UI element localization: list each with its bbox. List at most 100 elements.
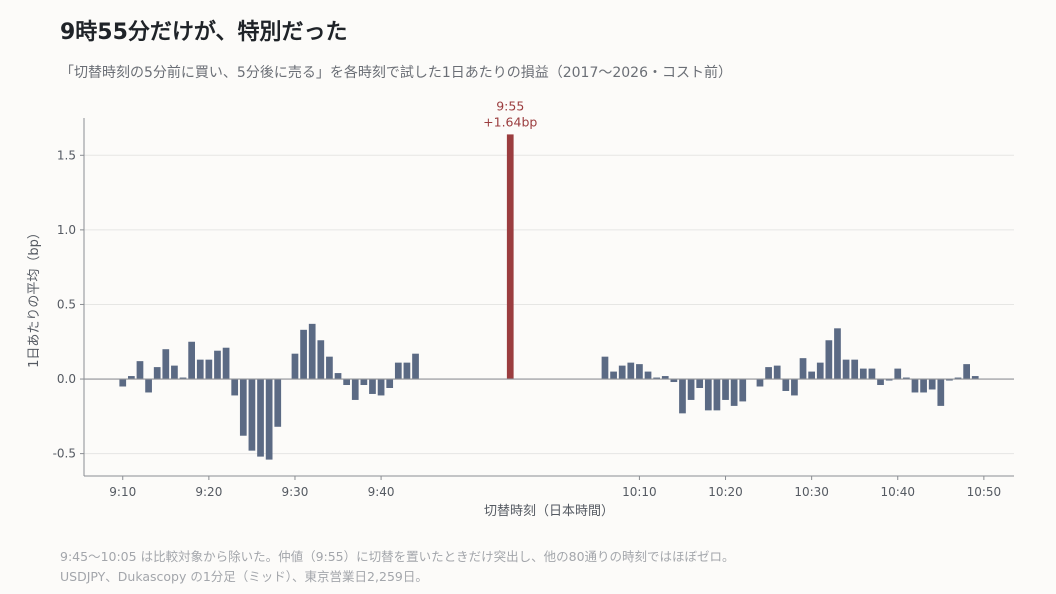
bar xyxy=(868,368,876,380)
y-tick-label: -0.5 xyxy=(53,447,76,461)
footnote-source: USDJPY、Dukascopy の1分足（ミッド）、東京営業日2,259日。 xyxy=(60,569,428,584)
bar xyxy=(196,359,204,380)
bar xyxy=(403,362,411,380)
bar xyxy=(128,376,135,380)
bar xyxy=(679,379,686,414)
bar xyxy=(661,376,669,380)
bar xyxy=(911,379,919,393)
bar xyxy=(162,349,170,380)
chart-title: 9時55分だけが、特別だった xyxy=(60,20,348,45)
bar xyxy=(834,328,841,380)
bar xyxy=(903,377,910,380)
y-tick-label: 0.0 xyxy=(57,372,76,386)
x-tick-label: 10:20 xyxy=(708,485,743,499)
bar xyxy=(851,359,859,380)
bar xyxy=(808,371,815,380)
bar xyxy=(946,379,953,381)
bar xyxy=(214,350,221,380)
bar xyxy=(713,379,721,411)
bar xyxy=(636,364,643,380)
bar xyxy=(971,376,979,380)
bar xyxy=(300,329,307,380)
bar xyxy=(386,379,394,388)
bar xyxy=(816,362,824,380)
bar xyxy=(369,379,376,394)
bar xyxy=(928,379,936,390)
bar xyxy=(825,340,833,380)
y-tick-label: 0.5 xyxy=(57,297,76,311)
bar xyxy=(239,379,247,436)
bar-highlight xyxy=(506,134,514,380)
bar xyxy=(730,379,738,406)
bar xyxy=(773,365,781,380)
bar xyxy=(394,362,402,380)
x-tick-label: 9:20 xyxy=(195,485,222,499)
bar xyxy=(231,379,239,396)
annotation-time-label: 9:55 xyxy=(496,98,524,113)
bar xyxy=(601,356,609,380)
bar xyxy=(136,361,144,380)
bar xyxy=(412,353,419,380)
bar xyxy=(670,379,678,383)
bar xyxy=(308,323,316,380)
x-axis-label: 切替時刻（日本時間） xyxy=(484,504,614,519)
bar xyxy=(739,379,747,402)
x-tick-label: 9:40 xyxy=(368,485,395,499)
bar xyxy=(894,368,902,380)
bar xyxy=(756,379,764,387)
bar xyxy=(351,379,359,400)
bar xyxy=(765,367,772,380)
bar xyxy=(937,379,945,406)
bar xyxy=(799,358,807,380)
bar xyxy=(722,379,729,400)
bar xyxy=(644,371,652,380)
bar xyxy=(653,377,660,380)
x-tick-label: 10:50 xyxy=(967,485,1002,499)
bar xyxy=(687,379,695,400)
y-tick-label: 1.5 xyxy=(57,148,76,162)
bar xyxy=(153,367,161,380)
bar xyxy=(696,379,704,388)
x-tick-label: 10:10 xyxy=(622,485,657,499)
bar xyxy=(291,353,299,380)
bar xyxy=(274,379,282,427)
chart-subtitle: 「切替時刻の5分前に買い、5分後に売る」を各時刻で試した1日あたりの損益（201… xyxy=(60,65,732,81)
bar xyxy=(377,379,385,396)
bar xyxy=(119,379,127,387)
annotation-value-label: +1.64bp xyxy=(483,114,537,129)
x-tick-label: 10:40 xyxy=(880,485,915,499)
y-axis-label: 1日あたりの平均（bp） xyxy=(27,226,42,368)
bar xyxy=(610,371,617,380)
bar xyxy=(618,365,626,380)
bar xyxy=(360,379,368,386)
bar xyxy=(334,373,342,380)
bar xyxy=(954,377,962,380)
bar xyxy=(704,379,712,411)
footnote-exclusion: 9:45〜10:05 は比較対象から除いた。仲値（9:55）に切替を置いたときだ… xyxy=(60,549,735,564)
bar xyxy=(782,379,790,391)
bar xyxy=(265,379,273,460)
bar xyxy=(963,364,970,380)
bar xyxy=(326,356,333,380)
x-tick-label: 9:30 xyxy=(281,485,308,499)
bar xyxy=(343,379,350,386)
bar xyxy=(877,379,884,386)
x-tick-label: 10:30 xyxy=(794,485,829,499)
y-tick-label: 1.0 xyxy=(57,223,76,237)
bar xyxy=(205,359,213,380)
bar xyxy=(145,379,152,393)
bar xyxy=(920,379,927,393)
bar xyxy=(317,340,325,380)
bar xyxy=(179,377,187,380)
bar xyxy=(222,347,230,380)
bar xyxy=(188,341,195,380)
x-tick-label: 9:10 xyxy=(109,485,136,499)
bar xyxy=(859,368,867,380)
bar xyxy=(248,379,256,451)
bar xyxy=(842,359,850,380)
bar xyxy=(257,379,264,457)
bar xyxy=(885,379,893,381)
bar xyxy=(791,379,798,396)
bar xyxy=(627,362,635,380)
bar xyxy=(171,365,178,380)
